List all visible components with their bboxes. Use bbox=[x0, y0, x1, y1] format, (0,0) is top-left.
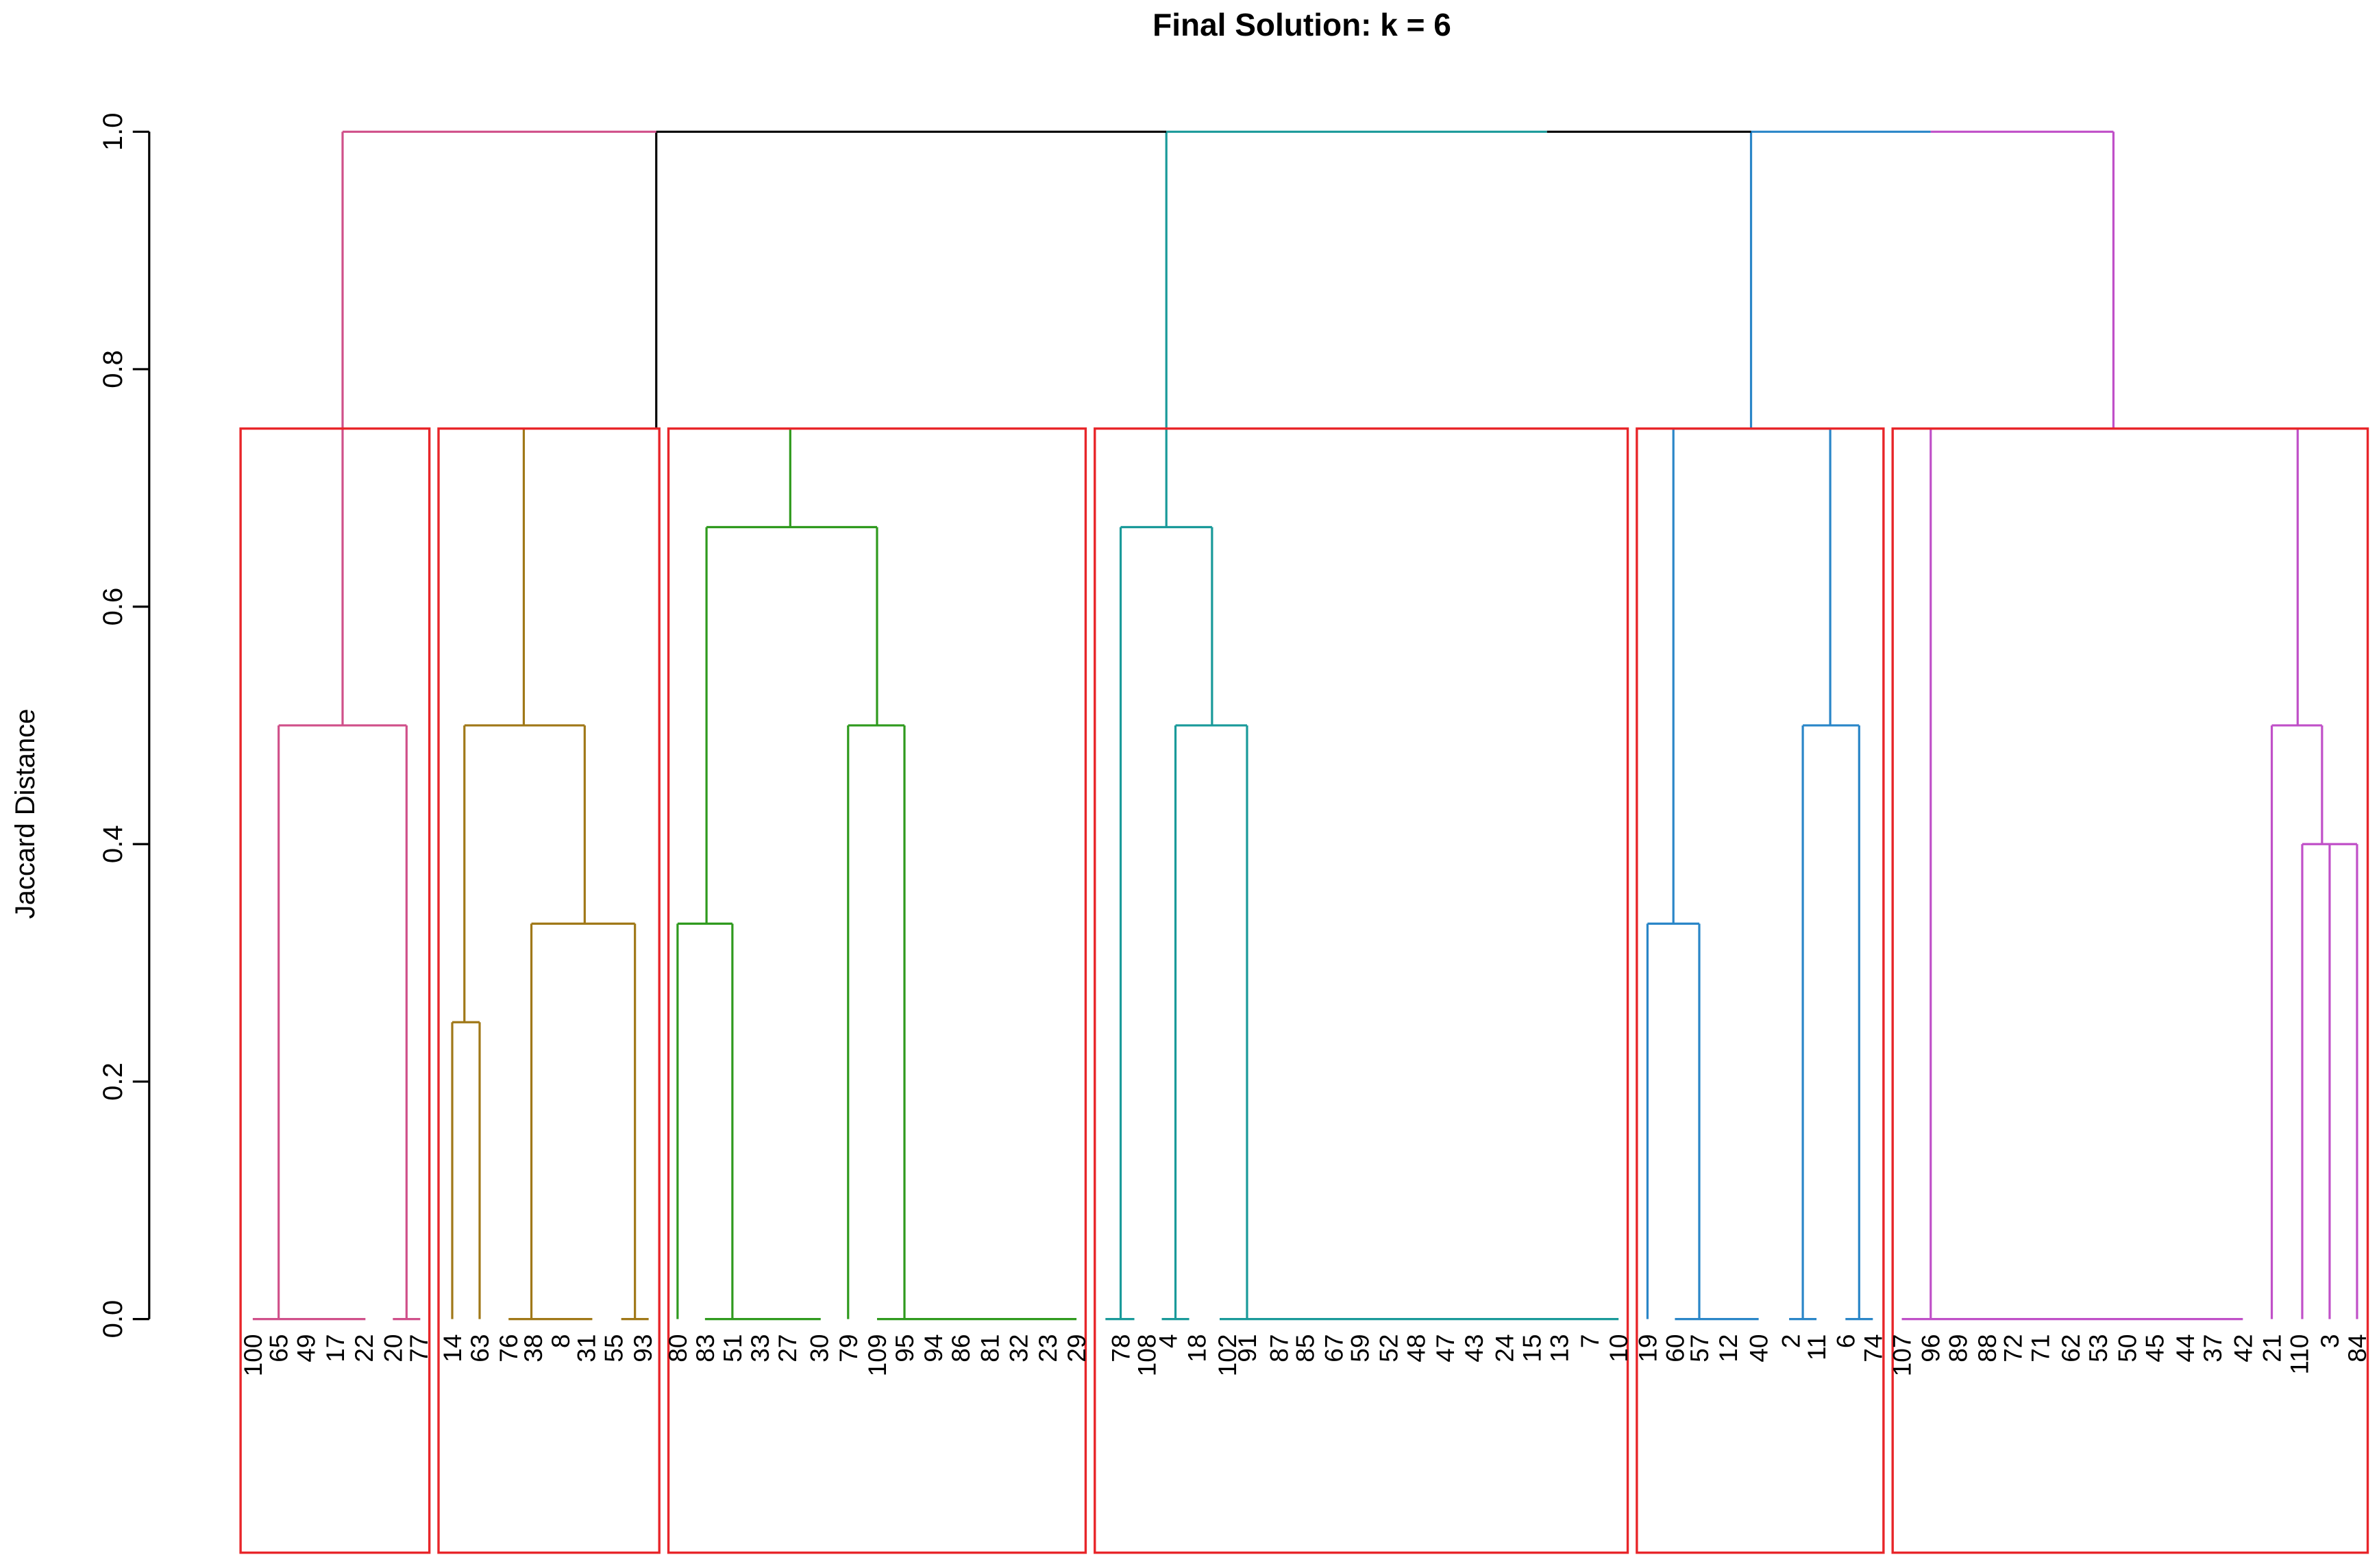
leaf-label: 43 bbox=[1460, 1334, 1488, 1362]
leaf-label: 67 bbox=[1320, 1334, 1348, 1362]
leaf-label: 59 bbox=[1346, 1334, 1374, 1362]
leaf-label: 19 bbox=[1634, 1334, 1662, 1362]
leaf-label: 51 bbox=[719, 1334, 747, 1362]
y-tick-label: 1.0 bbox=[98, 112, 128, 151]
leaf-label: 12 bbox=[1714, 1334, 1742, 1362]
leaf-label: 31 bbox=[573, 1334, 601, 1362]
leaf-label: 11 bbox=[1803, 1334, 1831, 1360]
leaf-label: 20 bbox=[379, 1334, 407, 1362]
leaf-label: 76 bbox=[495, 1334, 523, 1362]
leaf-label: 107 bbox=[1888, 1334, 1916, 1377]
leaf-label: 80 bbox=[664, 1334, 692, 1362]
dendrogram-links bbox=[252, 130, 2358, 1321]
leaf-label: 62 bbox=[2057, 1334, 2085, 1362]
leaf-label: 96 bbox=[1917, 1334, 1945, 1362]
chart-title: Final Solution: k = 6 bbox=[1152, 7, 1451, 42]
leaf-label: 109 bbox=[863, 1334, 891, 1377]
y-tick-label: 0.4 bbox=[98, 825, 128, 863]
leaf-label: 63 bbox=[466, 1334, 494, 1362]
leaf-label: 44 bbox=[2171, 1334, 2199, 1362]
leaf-label: 29 bbox=[1063, 1334, 1091, 1362]
leaf-label: 100 bbox=[239, 1334, 267, 1377]
leaf-label: 6 bbox=[1832, 1334, 1860, 1349]
leaf-label: 74 bbox=[1859, 1334, 1887, 1362]
leaf-label: 40 bbox=[1745, 1334, 1773, 1362]
cluster-box bbox=[1636, 427, 1885, 1554]
leaf-label: 65 bbox=[265, 1334, 293, 1362]
leaf-label: 21 bbox=[2258, 1334, 2286, 1362]
leaf-label: 102 bbox=[1213, 1334, 1242, 1377]
leaf-label: 49 bbox=[293, 1334, 321, 1362]
leaf-label: 91 bbox=[1233, 1334, 1261, 1362]
leaf-label: 22 bbox=[350, 1334, 378, 1362]
cluster-box bbox=[239, 427, 431, 1554]
y-axis: 0.0 0.2 0.4 0.6 0.8 1.0 bbox=[98, 112, 151, 1339]
leaf-label: 108 bbox=[1133, 1334, 1161, 1377]
leaf-label: 77 bbox=[405, 1334, 433, 1362]
leaf-label: 15 bbox=[1518, 1334, 1546, 1362]
leaf-label: 52 bbox=[1375, 1334, 1403, 1362]
leaf-label: 14 bbox=[439, 1334, 467, 1362]
leaf-label: 47 bbox=[1431, 1334, 1459, 1362]
y-tick-label: 0.0 bbox=[98, 1300, 128, 1339]
cluster-box bbox=[667, 427, 1087, 1554]
leaf-label: 18 bbox=[1183, 1334, 1211, 1362]
leaf-label: 24 bbox=[1491, 1334, 1519, 1362]
leaf-label: 23 bbox=[1034, 1334, 1062, 1362]
leaf-label: 2 bbox=[1777, 1334, 1805, 1349]
leaf-label: 37 bbox=[2199, 1334, 2227, 1362]
leaf-label: 94 bbox=[920, 1334, 948, 1362]
y-axis-label: Jaccard Distance bbox=[10, 709, 40, 919]
leaf-label: 53 bbox=[2084, 1334, 2112, 1362]
leaf-label: 84 bbox=[2343, 1334, 2371, 1362]
leaf-label: 30 bbox=[806, 1334, 834, 1362]
leaf-label: 38 bbox=[519, 1334, 547, 1362]
cluster-boxes bbox=[239, 427, 2369, 1554]
leaf-label: 60 bbox=[1661, 1334, 1689, 1362]
leaf-label: 93 bbox=[629, 1334, 657, 1362]
leaf-label: 55 bbox=[600, 1334, 628, 1362]
leaf-label: 87 bbox=[1266, 1334, 1294, 1362]
leaf-label: 42 bbox=[2229, 1334, 2257, 1362]
leaf-label: 78 bbox=[1107, 1334, 1135, 1362]
leaf-label: 89 bbox=[1945, 1334, 1973, 1362]
leaf-label: 85 bbox=[1291, 1334, 1319, 1362]
y-tick-label: 0.8 bbox=[98, 350, 128, 388]
cluster-box bbox=[1891, 427, 2369, 1554]
leaf-label: 8 bbox=[547, 1334, 575, 1349]
leaf-label: 57 bbox=[1686, 1334, 1714, 1362]
leaf-label: 33 bbox=[746, 1334, 774, 1362]
leaf-label: 72 bbox=[1999, 1334, 2027, 1362]
leaf-label: 45 bbox=[2141, 1334, 2169, 1362]
leaf-label: 81 bbox=[976, 1334, 1004, 1362]
leaf-label: 95 bbox=[891, 1334, 919, 1362]
leaf-label: 79 bbox=[835, 1334, 863, 1362]
y-tick-label: 0.6 bbox=[98, 588, 128, 626]
leaf-label: 48 bbox=[1403, 1334, 1431, 1362]
leaf-label: 17 bbox=[321, 1334, 349, 1362]
leaf-label: 3 bbox=[2316, 1334, 2344, 1349]
leaf-label: 7 bbox=[1576, 1334, 1604, 1349]
leaf-label: 110 bbox=[2286, 1334, 2314, 1375]
leaf-label: 83 bbox=[691, 1334, 719, 1362]
leaf-label: 71 bbox=[2027, 1334, 2055, 1362]
y-tick-label: 0.2 bbox=[98, 1062, 128, 1101]
leaf-label: 13 bbox=[1546, 1334, 1574, 1362]
cluster-box bbox=[437, 427, 661, 1554]
leaf-label: 86 bbox=[947, 1334, 975, 1362]
leaf-label: 10 bbox=[1605, 1334, 1633, 1362]
leaf-label: 4 bbox=[1154, 1334, 1182, 1349]
leaf-label: 27 bbox=[774, 1334, 802, 1362]
leaf-label: 32 bbox=[1005, 1334, 1033, 1362]
cluster-box bbox=[1094, 427, 1629, 1554]
leaf-label: 50 bbox=[2113, 1334, 2141, 1362]
leaf-label: 88 bbox=[1973, 1334, 2001, 1362]
